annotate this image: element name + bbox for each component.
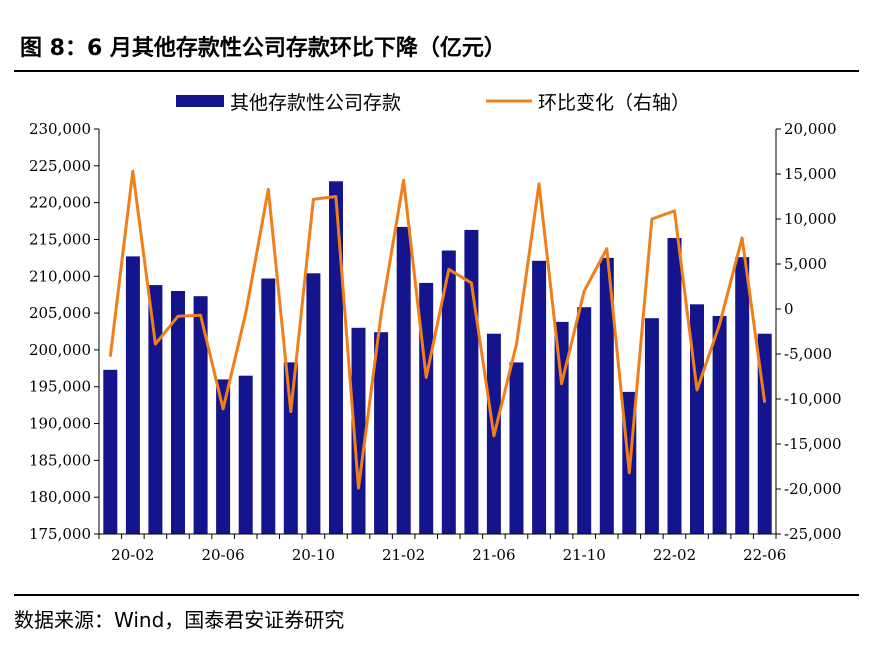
x-tick-label: 22-06 <box>743 546 786 564</box>
bar-20-06 <box>216 379 231 534</box>
bar-21-04 <box>441 250 456 534</box>
bar-22-05 <box>735 257 750 534</box>
left-tick-label: 220,000 <box>29 194 91 212</box>
x-tick-label: 22-02 <box>653 546 696 564</box>
legend: 其他存款性公司存款 环比变化（右轴） <box>176 92 690 114</box>
bar-20-07 <box>238 375 253 534</box>
right-tick-label: 10,000 <box>784 210 837 228</box>
source-note: 数据来源：Wind，国泰君安证券研究 <box>14 608 345 632</box>
bar-21-10 <box>577 307 592 534</box>
x-tick-label: 20-02 <box>111 546 154 564</box>
axes-group: 230,000 225,000 220,000 215,000 210,000 205,0… <box>29 120 842 564</box>
right-tick-label: -5,000 <box>784 345 832 363</box>
bar-21-08 <box>532 260 547 534</box>
legend-bar-label: 其他存款性公司存款 <box>230 92 401 114</box>
right-tick-label: -20,000 <box>784 480 842 498</box>
x-tick-label: 20-06 <box>201 546 244 564</box>
right-tick-label: -10,000 <box>784 390 842 408</box>
right-tick-label: 15,000 <box>784 165 837 183</box>
bar-20-12 <box>351 327 366 534</box>
bar-20-09 <box>283 362 298 534</box>
legend-bar-swatch <box>176 95 224 107</box>
bar-20-04 <box>171 291 185 534</box>
left-tick-label: 190,000 <box>29 415 91 433</box>
bar-22-02 <box>667 238 682 534</box>
title-divider <box>14 70 859 72</box>
right-tick-label: 0 <box>784 300 794 318</box>
left-tick-label: 175,000 <box>29 525 91 543</box>
chart-title: 图 8：6 月其他存款性公司存款环比下降（亿元） <box>20 36 506 61</box>
left-tick-label: 230,000 <box>29 120 91 138</box>
legend-line-label: 环比变化（右轴） <box>538 92 690 114</box>
left-tick-label: 215,000 <box>29 230 91 248</box>
bar-line-chart: 230,000 225,000 220,000 215,000 210,000 205,0… <box>29 92 842 564</box>
bar-20-08 <box>261 278 276 534</box>
right-tick-label: -15,000 <box>784 435 842 453</box>
bar-20-10 <box>306 273 321 534</box>
right-tick-label: 20,000 <box>784 120 837 138</box>
left-tick-label: 195,000 <box>29 378 91 396</box>
bar-21-02 <box>396 226 411 534</box>
left-tick-label: 210,000 <box>29 267 91 285</box>
bar-20-11 <box>329 181 343 535</box>
x-tick-label: 21-10 <box>563 546 606 564</box>
bar-series-group <box>103 181 772 535</box>
bar-21-03 <box>419 282 434 534</box>
bar-21-07 <box>509 362 524 534</box>
footer-divider <box>14 594 859 596</box>
x-tick-label: 21-02 <box>382 546 425 564</box>
bar-22-03 <box>690 304 704 534</box>
bar-22-04 <box>712 316 727 534</box>
bar-20-03 <box>148 285 163 534</box>
bar-20-02 <box>125 256 140 534</box>
left-tick-label: 225,000 <box>29 157 91 175</box>
x-tick-label: 20-10 <box>292 546 335 564</box>
left-tick-label: 205,000 <box>29 304 91 322</box>
left-tick-label: 185,000 <box>29 451 91 469</box>
bar-22-01 <box>644 318 659 534</box>
bar-20-05 <box>193 296 208 534</box>
bar-21-11 <box>599 257 614 534</box>
bar-21-05 <box>464 229 479 534</box>
right-tick-label: 5,000 <box>784 255 827 273</box>
bar-21-01 <box>374 332 389 534</box>
left-tick-label: 200,000 <box>29 341 91 359</box>
left-tick-label: 180,000 <box>29 488 91 506</box>
line-series-group <box>108 169 767 490</box>
line-series-path <box>108 169 767 490</box>
x-tick-label: 21-06 <box>472 546 515 564</box>
right-tick-label: -25,000 <box>784 525 842 543</box>
bar-20-01 <box>103 369 118 534</box>
